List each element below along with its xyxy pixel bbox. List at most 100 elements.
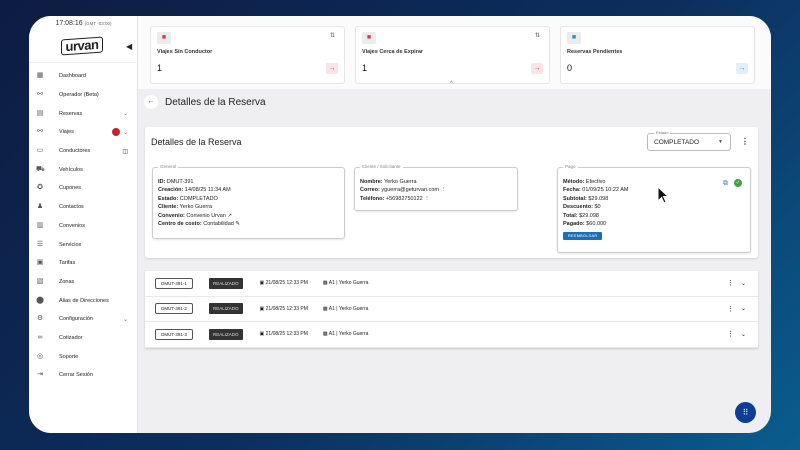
chevron-down-icon[interactable]: ⌄ <box>122 111 128 118</box>
payment-legend: Pago <box>565 164 576 169</box>
coupon-icon: ✪ <box>37 184 43 192</box>
payment-link-icon[interactable]: ⧉ <box>723 179 728 187</box>
logout-icon: ⇥ <box>37 371 43 379</box>
more-options-button[interactable]: ⋮ <box>727 305 734 313</box>
document-icon: ■ <box>567 32 581 44</box>
sort-icon[interactable]: ⇅ <box>329 33 335 39</box>
sidebar-item-soporte[interactable]: ◎ Soporte <box>29 347 138 366</box>
trip-row[interactable]: DMUT-391-3 REALIZADO ▣ 21/08/25 12:33 PM ▩ … <box>145 322 758 348</box>
sidebar-item-label: Soporte <box>59 353 79 360</box>
sidebar-item-tarifas[interactable]: ▣ Tarifas <box>29 254 138 273</box>
trip-code: DMUT-391-1 <box>155 277 193 289</box>
kpi-label: Viajes Cerca de Expirar <box>362 49 424 55</box>
sidebar-item-alias-de-direcciones[interactable]: ⬤ Alias de Direcciones <box>29 291 138 310</box>
trip-driver: A1 | Yerko Guerra <box>328 280 369 287</box>
collapse-kpis-icon[interactable]: ^ <box>450 81 453 87</box>
support-icon: ◎ <box>36 352 44 360</box>
arrow-right-icon[interactable]: → <box>531 63 543 74</box>
trip-row[interactable]: DMUT-391-2 REALIZADO ▣ 21/08/25 12:33 PM ▩ … <box>145 297 758 323</box>
contacts-icon: ♟ <box>36 203 44 211</box>
sidebar-item-cupones[interactable]: ✪ Cupones <box>29 179 138 198</box>
kpi-value: 1 <box>362 63 368 73</box>
sidebar-item-cerrar-sesion[interactable]: ⇥ Cerrar Sesión <box>29 366 138 385</box>
open-panel-icon[interactable]: ◫ <box>122 148 128 155</box>
sort-icon[interactable]: ⇅ <box>534 33 540 39</box>
clock-time: 17:08:16 <box>55 20 83 27</box>
sidebar-item-label: Contactos <box>59 204 84 211</box>
more-options-button[interactable]: ⋮ <box>741 137 749 146</box>
email-row: Correo: yguerra@geturvan.com ⋮ <box>360 187 447 193</box>
sidebar-item-dashboard[interactable]: ▦ Dashboard <box>29 67 138 86</box>
arrow-right-icon[interactable]: → <box>736 63 748 74</box>
client-row: Cliente: Yerko Guerra <box>158 204 213 210</box>
sidebar-item-cotizador[interactable]: ∞ Cotizador <box>29 329 138 348</box>
trip-driver: A1 | Yerko Guerra <box>328 331 369 338</box>
mouse-cursor-icon <box>657 186 670 204</box>
collapse-sidebar-button[interactable]: ◀ <box>126 42 133 51</box>
status-row: Estado: COMPLETADO <box>158 195 218 202</box>
status-badge: REALIZADO <box>209 303 243 315</box>
external-link-icon[interactable]: ↗ <box>227 212 232 219</box>
link-icon: ∞ <box>37 333 43 341</box>
trip-row[interactable]: DMUT-391-1 REALIZADO ▣ 21/08/25 12:33 PM ▩ … <box>145 271 758 297</box>
clock-timezone: (GMT -03:00) <box>84 21 112 26</box>
chevron-down-icon[interactable]: ⌄ <box>740 280 746 287</box>
sidebar: 17:08:16 (GMT -03:00) urvan ◀ ▦ Dashboard… <box>29 16 138 433</box>
more-options-button[interactable]: ⋮ <box>727 331 734 339</box>
general-legend: General <box>160 164 177 169</box>
sidebar-item-label: Tarifas <box>59 260 76 267</box>
edit-icon[interactable]: ✎ <box>235 221 240 227</box>
kpi-label: Viajes Sin Conductor <box>157 49 213 55</box>
sidebar-item-label: Configuración <box>59 316 93 323</box>
sidebar-item-reservas[interactable]: ▤ Reservas ⌄ <box>29 104 138 123</box>
refund-button[interactable]: REEMBOLSAR <box>563 231 603 240</box>
sidebar-nav: ▦ Dashboard ⚯ Operador (Beta) ▤ Reservas ⌄ ⚯ Via… <box>29 67 138 385</box>
calendar-icon: ▣ <box>259 331 265 338</box>
sidebar-item-label: Conductores <box>59 148 91 155</box>
sidebar-item-zonas[interactable]: ▧ Zonas <box>29 273 138 292</box>
chevron-down-icon[interactable]: ⌄ <box>122 316 128 323</box>
apps-menu-button[interactable]: ⠿ <box>735 402 756 423</box>
route-icon: ⚯ <box>37 128 43 136</box>
sidebar-item-conductores[interactable]: ▭ Conductores ◫ <box>29 142 138 161</box>
agreement-row: Convenio: Convenio Urvan ↗ <box>158 212 232 219</box>
email-menu-icon[interactable]: ⋮ <box>440 187 447 193</box>
sidebar-item-label: Cupones <box>59 185 82 192</box>
general-section: General ID: DMUT-391 Creación: 14/08/25 … <box>152 163 345 239</box>
reservation-card: Detalles de la Reserva Estado COMPLETADO… <box>145 127 758 258</box>
driver-card-icon: ▩ <box>322 280 328 287</box>
sidebar-item-label: Operador (Beta) <box>59 92 99 99</box>
back-button[interactable]: ← <box>144 95 158 109</box>
alert-badge <box>112 128 120 137</box>
pin-icon: ⬤ <box>36 296 44 304</box>
creation-row: Creación: 14/08/25 11:34 AM <box>158 187 231 193</box>
chevron-down-icon[interactable]: ⌄ <box>740 331 746 338</box>
sidebar-item-viajes[interactable]: ⚯ Viajes ⌄ <box>29 123 138 142</box>
alarm-icon: ■ <box>362 32 376 44</box>
sidebar-item-servicios[interactable]: ☰ Servicios <box>29 235 138 254</box>
map-icon: ▧ <box>36 277 44 285</box>
estado-label: Estado <box>654 130 671 135</box>
chevron-down-icon[interactable]: ⌄ <box>122 129 128 136</box>
sidebar-item-label: Cotizador <box>59 334 83 341</box>
car-icon: ⛟ <box>36 165 45 173</box>
sidebar-item-operador-beta[interactable]: ⚯ Operador (Beta) <box>29 86 138 105</box>
kpi-label: Reservas Pendientes <box>567 49 623 55</box>
sidebar-item-contactos[interactable]: ♟ Contactos <box>29 198 138 217</box>
arrow-right-icon[interactable]: → <box>326 63 338 74</box>
chevron-down-icon[interactable]: ⌄ <box>740 306 746 313</box>
more-options-button[interactable]: ⋮ <box>727 280 734 288</box>
sidebar-item-label: Dashboard <box>59 73 86 80</box>
sidebar-item-vehiculos[interactable]: ⛟ Vehículos <box>29 160 138 179</box>
divider <box>29 62 138 63</box>
kpi-card: ■ ⇅ Viajes Sin Conductor 1 → <box>150 26 345 84</box>
driver-card-icon: ▩ <box>322 331 328 338</box>
sidebar-item-convenios[interactable]: ▥ Convenios <box>29 217 138 236</box>
sidebar-item-configuracion[interactable]: ⚙ Configuración ⌄ <box>29 310 138 329</box>
phone-menu-icon[interactable]: ⋮ <box>424 195 430 202</box>
id-card-icon: ▭ <box>36 147 44 155</box>
estado-select[interactable]: Estado COMPLETADO ▼ <box>647 130 731 151</box>
kpi-card: ■ ⇅ Viajes Cerca de Expirar 1 → <box>355 26 550 84</box>
sidebar-item-label: Servicios <box>59 241 82 248</box>
trip-code: DMUT-391-2 <box>155 303 193 315</box>
